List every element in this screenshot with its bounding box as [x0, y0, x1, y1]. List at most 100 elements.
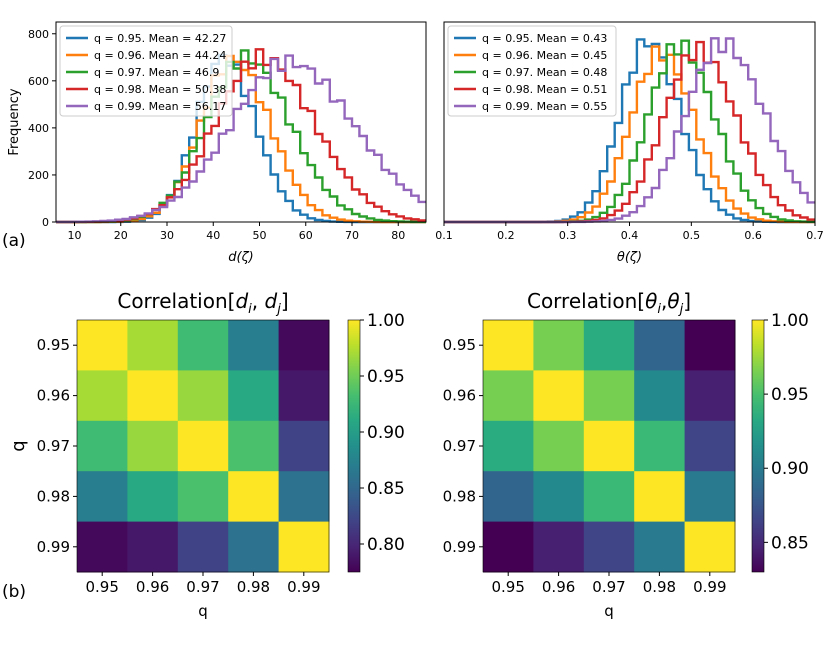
histogram-distance: 10 20 30 40 50 60 70 800200400600800d(ζ)Frequen… — [7, 21, 427, 265]
title-symbol: θ — [667, 289, 679, 313]
heatmap-cell — [77, 471, 128, 523]
legend-entry: q = 0.98. Mean = 0.51 — [482, 83, 607, 96]
y-tick-label: 0.96 — [443, 387, 476, 405]
x-tick-label: 0.99 — [287, 578, 320, 596]
x-tick-label: 80 — [391, 229, 405, 242]
y-tick-label: 0.96 — [37, 387, 70, 405]
legend-entry: q = 0.95. Mean = 42.27 — [94, 32, 226, 45]
title-suffix: ] — [683, 289, 691, 313]
heatmap-cell — [483, 320, 534, 371]
heatmap-cell — [483, 370, 534, 422]
heatmap-cell — [634, 471, 686, 523]
heatmap-cell — [583, 521, 635, 573]
heatmap-cell — [278, 370, 330, 422]
heatmap-cell — [177, 320, 229, 371]
colorbar-tick-label: 0.85 — [367, 479, 405, 499]
legend-entry: q = 0.96. Mean = 0.45 — [482, 49, 607, 62]
heatmap-cell — [228, 521, 280, 573]
heatmap-cell — [483, 420, 534, 472]
colorbar-tick-label: 0.95 — [771, 385, 809, 405]
title-symbol: d — [235, 289, 248, 313]
x-tick-label: 0.3 — [559, 229, 577, 242]
x-tick-label: 0.96 — [542, 578, 575, 596]
y-tick-label: 0.97 — [443, 437, 476, 455]
title-subscript: i — [657, 302, 661, 317]
x-tick-label: 0.5 — [683, 229, 701, 242]
heatmap-title: Correlation[θi,θj] — [527, 289, 691, 317]
x-tick-label: 40 — [206, 229, 220, 242]
heatmap-cell — [684, 471, 736, 523]
title-separator: , — [661, 289, 667, 313]
colorbar-tick-label: 1.00 — [771, 311, 809, 331]
x-tick-label: 0.2 — [497, 229, 515, 242]
legend-entry: q = 0.97. Mean = 0.48 — [482, 66, 607, 79]
heatmap-cell — [127, 420, 179, 472]
legend-entry: q = 0.99. Mean = 56.17 — [94, 100, 226, 113]
heatmap-cell — [177, 471, 229, 523]
heatmap-cell — [583, 370, 635, 422]
y-tick-label: 600 — [28, 75, 49, 88]
heatmap-cell — [177, 521, 229, 573]
heatmap-cell — [177, 420, 229, 472]
heatmap-cell — [684, 320, 736, 371]
heatmap-cell — [77, 420, 128, 472]
x-tick-label: 30 — [160, 229, 174, 242]
y-tick-label: 400 — [28, 122, 49, 135]
heatmap-cell — [634, 370, 686, 422]
y-tick-label: 0.95 — [443, 336, 476, 354]
x-axis-label: θ(ζ) — [617, 250, 642, 265]
x-tick-label: 0.1 — [435, 229, 453, 242]
heatmap-cell — [583, 320, 635, 371]
x-tick-label: 0.6 — [744, 229, 762, 242]
y-tick-label: 0.98 — [37, 487, 70, 505]
heatmap-cell — [278, 420, 330, 472]
heatmap-cell — [228, 420, 280, 472]
legend-entry: q = 0.98. Mean = 50.38 — [94, 83, 226, 96]
heatmap-cell — [77, 320, 128, 371]
heatmap-cell — [278, 471, 330, 523]
title-prefix: Correlation[ — [117, 289, 235, 313]
colorbar-tick-label: 0.90 — [771, 459, 809, 479]
x-tick-label: 10 — [68, 229, 82, 242]
x-tick-label: 0.99 — [693, 578, 726, 596]
title-subscript: j — [275, 302, 281, 317]
heatmap-cell — [533, 521, 585, 573]
heatmap-angle-correlation: 0.95 0.95 0.96 0.96 0.97 0.97 0.98 0.98 0.99 0.99… — [443, 289, 809, 620]
heatmap-cell — [228, 370, 280, 422]
x-tick-label: 60 — [299, 229, 313, 242]
x-tick-label: 0.95 — [85, 578, 118, 596]
x-tick-label: 0.95 — [491, 578, 524, 596]
heatmap-cell — [634, 320, 686, 371]
colorbar-tick-label: 0.90 — [367, 423, 405, 443]
x-tick-label: 0.97 — [186, 578, 219, 596]
heatmap-cell — [583, 471, 635, 523]
y-tick-label: 0.98 — [443, 487, 476, 505]
legend-entry: q = 0.96. Mean = 44.24 — [94, 49, 226, 62]
panel-label-a: (a) — [2, 231, 26, 251]
heatmap-cell — [228, 320, 280, 371]
heatmap-cell — [634, 521, 686, 573]
heatmap-cell — [583, 420, 635, 472]
colorbar-tick-label: 0.85 — [771, 533, 809, 553]
x-axis-label: q — [604, 602, 614, 620]
y-tick-label: 0.95 — [37, 336, 70, 354]
y-tick-label: 0.97 — [37, 437, 70, 455]
heatmap-cell — [228, 471, 280, 523]
heatmap-cell — [278, 521, 330, 573]
x-tick-label: 20 — [114, 229, 128, 242]
legend-entry: q = 0.95. Mean = 0.43 — [482, 32, 607, 45]
axes-frame — [55, 21, 427, 223]
heatmap-cell — [177, 370, 229, 422]
legend-box — [59, 25, 233, 117]
x-axis-label: q — [198, 602, 208, 620]
y-axis-label: Frequency — [7, 88, 22, 155]
colorbar-tick-label: 1.00 — [367, 311, 405, 331]
title-separator: , — [252, 289, 265, 313]
histogram-angle: 0.1 0.2 0.3 0.4 0.5 0.6 0.7 θ(ζ) q = 0.95. Mean … — [435, 21, 824, 265]
heatmap-cell — [278, 320, 330, 371]
heatmap-cell — [634, 420, 686, 472]
heatmap-cell — [127, 471, 179, 523]
panel-label-b: (b) — [2, 582, 26, 602]
x-tick-label: 0.4 — [621, 229, 639, 242]
title-symbol: d — [265, 289, 278, 313]
